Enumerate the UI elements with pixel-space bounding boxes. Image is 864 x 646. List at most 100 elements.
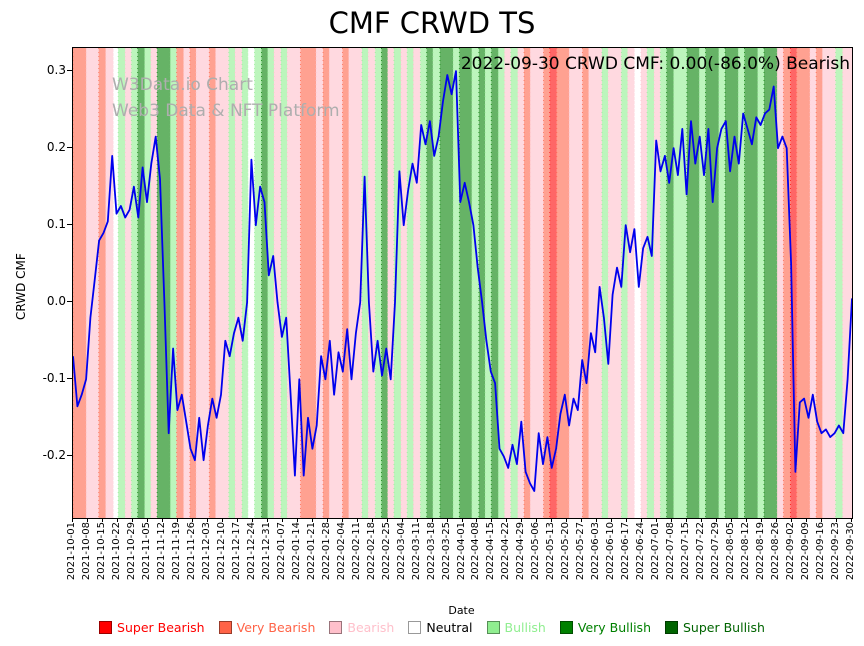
x-tick-label: 2022-02-25 bbox=[380, 522, 392, 581]
legend-label: Super Bullish bbox=[683, 620, 765, 635]
x-tick-label: 2022-04-22 bbox=[500, 522, 512, 581]
sentiment-band-bearish bbox=[183, 48, 190, 518]
y-tick-label: 0.0 bbox=[46, 294, 66, 309]
x-tick-mark bbox=[281, 518, 283, 522]
sentiment-band-bullish bbox=[267, 48, 274, 518]
x-tick-mark bbox=[476, 518, 478, 522]
sentiment-band-bullish bbox=[471, 48, 479, 518]
sentiment-band-bullish bbox=[242, 48, 249, 518]
sentiment-band-very-bearish bbox=[524, 48, 531, 518]
sentiment-band-bullish bbox=[280, 48, 288, 518]
watermark-line-1: W3Data.io Chart bbox=[112, 75, 253, 95]
x-tick-mark bbox=[746, 518, 748, 522]
sentiment-band-bullish bbox=[144, 48, 151, 518]
legend: Super Bearish Very Bearish Bearish Neutral B… bbox=[0, 620, 864, 635]
sentiment-band-bearish bbox=[504, 48, 511, 518]
sentiment-band-bearish bbox=[105, 48, 114, 518]
legend-swatch bbox=[559, 621, 573, 634]
x-tick-mark bbox=[821, 518, 823, 522]
x-tick-mark bbox=[626, 518, 628, 522]
sentiment-band-bearish bbox=[86, 48, 99, 518]
sentiment-band-bullish bbox=[453, 48, 460, 518]
x-tick-mark bbox=[401, 518, 403, 522]
y-tick-mark bbox=[67, 378, 72, 380]
y-tick-mark bbox=[67, 147, 72, 149]
legend-item-bearish: Bearish bbox=[329, 620, 394, 635]
sentiment-band-bearish bbox=[569, 48, 583, 518]
legend-item-bullish: Bullish bbox=[486, 620, 546, 635]
y-tick-label: -0.1 bbox=[42, 371, 66, 386]
x-tick-mark bbox=[101, 518, 103, 522]
x-tick-mark bbox=[506, 518, 508, 522]
sentiment-band-bullish bbox=[757, 48, 764, 518]
sentiment-band-bearish bbox=[273, 48, 281, 518]
x-tick-mark bbox=[266, 518, 268, 522]
sentiment-band-very-bullish bbox=[137, 48, 145, 518]
x-tick-label: 2021-11-26 bbox=[185, 522, 197, 581]
legend-label: Very Bullish bbox=[577, 620, 651, 635]
sentiment-band-bullish bbox=[393, 48, 401, 518]
x-tick-mark bbox=[611, 518, 613, 522]
sentiment-band-very-bullish bbox=[725, 48, 739, 518]
x-tick-mark bbox=[296, 518, 298, 522]
legend-label: Bullish bbox=[504, 620, 546, 635]
x-tick-label: 2021-11-12 bbox=[155, 522, 167, 581]
x-tick-label: 2022-01-28 bbox=[320, 522, 332, 581]
sentiment-band-bullish bbox=[420, 48, 427, 518]
x-tick-label: 2022-09-09 bbox=[800, 522, 812, 581]
x-tick-label: 2022-04-29 bbox=[515, 522, 527, 581]
x-tick-label: 2021-12-10 bbox=[215, 522, 227, 581]
x-tick-mark bbox=[176, 518, 178, 522]
y-tick-mark bbox=[67, 455, 72, 457]
x-tick-mark bbox=[191, 518, 193, 522]
chart-title: CMF CRWD TS bbox=[328, 6, 536, 40]
latest-value-annotation: 2022-09-30 CRWD CMF: 0.00(-86.0%) Bearis… bbox=[460, 54, 850, 74]
x-tick-label: 2022-02-18 bbox=[365, 522, 377, 581]
sentiment-band-bullish bbox=[118, 48, 126, 518]
x-tick-label: 2022-01-07 bbox=[275, 522, 287, 581]
x-tick-label: 2021-12-24 bbox=[245, 522, 257, 581]
x-tick-label: 2022-03-25 bbox=[440, 522, 452, 581]
sentiment-band-bearish bbox=[400, 48, 408, 518]
legend-swatch bbox=[218, 621, 232, 634]
x-tick-mark bbox=[701, 518, 703, 522]
x-tick-label: 2021-12-31 bbox=[260, 522, 272, 581]
y-tick-mark bbox=[67, 224, 72, 226]
x-tick-label: 2022-03-18 bbox=[425, 522, 437, 581]
x-tick-mark bbox=[131, 518, 133, 522]
x-tick-label: 2021-10-08 bbox=[80, 522, 92, 581]
sentiment-band-bullish bbox=[660, 48, 667, 518]
x-tick-label: 2022-03-11 bbox=[410, 522, 422, 581]
legend-item-super-bearish: Super Bearish bbox=[99, 620, 205, 635]
x-tick-label: 2022-05-13 bbox=[545, 522, 557, 581]
sentiment-band-bearish bbox=[809, 48, 817, 518]
sentiment-band-neutral bbox=[248, 48, 255, 518]
sentiment-band-very-bullish bbox=[744, 48, 758, 518]
x-tick-mark bbox=[461, 518, 463, 522]
x-tick-label: 2021-12-03 bbox=[200, 522, 212, 581]
sentiment-band-bearish bbox=[387, 48, 394, 518]
watermark-line-2: Web3 Data & NFT Platform bbox=[112, 101, 340, 121]
sentiment-band-very-bullish bbox=[705, 48, 719, 518]
y-tick-mark bbox=[67, 70, 72, 72]
x-tick-mark bbox=[86, 518, 88, 522]
x-tick-mark bbox=[356, 518, 358, 522]
sentiment-band-bearish bbox=[627, 48, 635, 518]
x-tick-label: 2022-08-05 bbox=[725, 522, 737, 581]
x-tick-label: 2022-07-08 bbox=[665, 522, 677, 581]
x-tick-mark bbox=[491, 518, 493, 522]
sentiment-band-bearish bbox=[530, 48, 544, 518]
x-tick-label: 2022-06-24 bbox=[635, 522, 647, 581]
sentiment-band-bearish bbox=[150, 48, 158, 518]
legend-label: Super Bearish bbox=[117, 620, 205, 635]
sentiment-band-bearish bbox=[215, 48, 229, 518]
sentiment-band-very-bearish bbox=[816, 48, 823, 518]
sentiment-band-bullish bbox=[601, 48, 609, 518]
legend-swatch bbox=[99, 621, 113, 634]
x-tick-label: 2022-02-04 bbox=[335, 522, 347, 581]
legend-swatch bbox=[408, 621, 422, 634]
sentiment-band-very-bullish bbox=[478, 48, 486, 518]
sentiment-band-bullish bbox=[131, 48, 138, 518]
legend-swatch bbox=[665, 621, 678, 634]
